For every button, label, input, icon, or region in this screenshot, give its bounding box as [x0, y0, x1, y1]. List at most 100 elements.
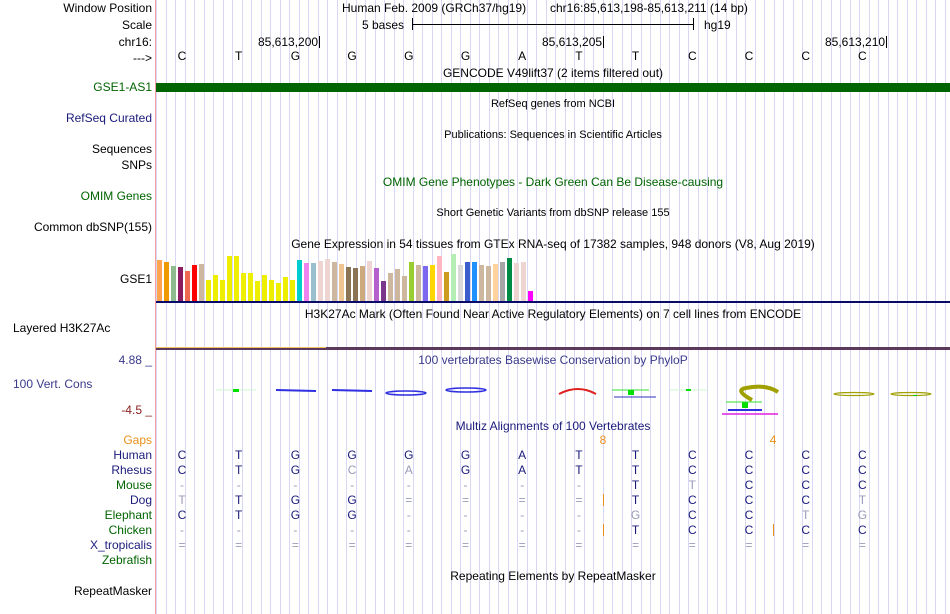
gap-count: 8 — [599, 433, 607, 447]
gtex-tissue-bar[interactable] — [423, 266, 428, 301]
gtex-tissue-bar[interactable] — [255, 281, 260, 301]
gtex-tissue-bar[interactable] — [444, 272, 449, 301]
gtex-tissue-bar[interactable] — [395, 269, 400, 301]
species-label[interactable]: Chicken — [108, 523, 152, 537]
species-label[interactable]: Rhesus — [111, 463, 152, 477]
gtex-tissue-bar[interactable] — [297, 260, 302, 301]
gtex-tissue-bar[interactable] — [318, 261, 323, 301]
gtex-tissue-bar[interactable] — [325, 259, 330, 301]
gtex-tissue-bar[interactable] — [409, 262, 414, 301]
gridline — [337, 0, 338, 614]
track-label-dbsnp[interactable]: Common dbSNP(155) — [33, 220, 152, 234]
alignment-base: G — [290, 493, 301, 507]
gtex-tissue-bar[interactable] — [521, 262, 526, 301]
species-label[interactable]: Mouse — [115, 478, 152, 492]
gtex-tissue-bar[interactable] — [388, 273, 393, 301]
track-label-refseq[interactable]: RefSeq Curated — [65, 111, 152, 125]
gtex-tissue-bar[interactable] — [360, 266, 365, 301]
gene-bar-gse1-as1[interactable] — [156, 83, 950, 92]
track-label-h3k27ac[interactable]: Layered H3K27Ac — [13, 321, 111, 335]
gtex-tissue-bar[interactable] — [493, 264, 498, 301]
alignment-base: - — [180, 523, 184, 537]
gtex-tissue-bar[interactable] — [283, 277, 288, 301]
species-label[interactable]: Elephant — [104, 508, 152, 522]
species-label[interactable]: Human — [113, 448, 152, 462]
base-letter: T — [235, 49, 243, 63]
gtex-tissue-bar[interactable] — [500, 262, 505, 301]
gridline — [612, 0, 613, 614]
gtex-tissue-bar[interactable] — [472, 262, 477, 301]
gtex-tissue-bar[interactable] — [458, 265, 463, 301]
track-label-phylop[interactable]: 100 Vert. Cons — [13, 377, 93, 391]
gtex-tissue-bar[interactable] — [430, 265, 435, 301]
phylop-mark — [628, 390, 634, 395]
gtex-tissue-bar[interactable] — [451, 254, 456, 301]
gtex-tissue-bar[interactable] — [220, 280, 225, 301]
gtex-tissue-bar[interactable] — [290, 280, 295, 301]
alignment-base: - — [406, 508, 411, 522]
dbsnp-title: Short Genetic Variants from dbSNP releas… — [436, 207, 670, 219]
gridline — [356, 0, 357, 614]
gtex-tissue-bar[interactable] — [514, 263, 519, 301]
gtex-tissue-bar[interactable] — [227, 256, 232, 301]
gridline — [802, 0, 803, 614]
gtex-tissue-bar[interactable] — [479, 265, 484, 301]
species-label[interactable]: X_tropicalis — [89, 538, 152, 552]
track-label-gencode[interactable]: GSE1-AS1 — [93, 80, 152, 94]
gtex-tissue-bar[interactable] — [262, 275, 267, 301]
gtex-tissue-bar[interactable] — [192, 265, 197, 301]
gtex-tissue-bar[interactable] — [486, 266, 491, 301]
gtex-tissue-bar[interactable] — [213, 275, 218, 301]
gtex-tissue-bar[interactable] — [269, 280, 274, 301]
gtex-tissue-bar[interactable] — [332, 262, 337, 301]
gtex-tissue-bar[interactable] — [465, 262, 470, 301]
gtex-tissue-bar[interactable] — [157, 260, 162, 301]
gtex-tissue-bar[interactable] — [353, 268, 358, 301]
track-label-snps[interactable]: SNPs — [121, 158, 152, 172]
track-label-repeatmasker[interactable]: RepeatMasker — [73, 584, 152, 598]
gtex-bar-chart[interactable] — [156, 254, 536, 301]
gtex-tissue-bar[interactable] — [507, 258, 512, 301]
gtex-tissue-bar[interactable] — [178, 267, 183, 301]
alignment-base: = — [632, 538, 640, 552]
gtex-tissue-bar[interactable] — [437, 256, 442, 301]
gridline — [631, 0, 632, 614]
track-label-publications[interactable]: Sequences — [91, 142, 152, 156]
gridline — [223, 0, 224, 614]
gtex-tissue-bar[interactable] — [304, 263, 309, 301]
gtex-tissue-bar[interactable] — [206, 280, 211, 301]
gtex-tissue-bar[interactable] — [234, 256, 239, 301]
species-label[interactable]: Zebrafish — [101, 553, 152, 567]
gtex-tissue-bar[interactable] — [185, 271, 190, 301]
alignment-base: G — [347, 448, 357, 462]
gtex-tissue-bar[interactable] — [416, 265, 421, 301]
gtex-tissue-bar[interactable] — [241, 273, 246, 301]
gridline — [669, 0, 670, 614]
track-label-gtex[interactable]: GSE1 — [119, 272, 152, 286]
alignment-base: A — [404, 463, 413, 477]
gtex-tissue-bar[interactable] — [346, 267, 351, 301]
gtex-tissue-bar[interactable] — [171, 266, 176, 301]
gridline — [413, 0, 414, 614]
gtex-tissue-bar[interactable] — [402, 276, 407, 301]
gtex-tissue-bar[interactable] — [311, 263, 316, 301]
gtex-tissue-bar[interactable] — [164, 262, 169, 301]
gtex-tissue-bar[interactable] — [276, 283, 281, 301]
gtex-tissue-bar[interactable] — [367, 261, 372, 301]
alignment-base: C — [744, 508, 754, 522]
gridline — [660, 0, 661, 614]
track-label-omim[interactable]: OMIM Genes — [80, 189, 152, 203]
species-label[interactable]: Dog — [129, 493, 152, 507]
phylop-mark — [890, 391, 932, 397]
gtex-tissue-bar[interactable] — [528, 291, 533, 301]
gtex-tissue-bar[interactable] — [199, 264, 204, 301]
alignment-base: T — [178, 493, 186, 507]
alignment-base: C — [347, 463, 357, 477]
gtex-tissue-bar[interactable] — [339, 264, 344, 301]
gridline — [650, 0, 651, 614]
gridline — [783, 0, 784, 614]
gtex-tissue-bar[interactable] — [248, 273, 253, 301]
track-image[interactable]: Human Feb. 2009 (GRCh37/hg19) chr16:85,6… — [156, 0, 950, 614]
gtex-tissue-bar[interactable] — [381, 281, 386, 301]
gtex-tissue-bar[interactable] — [374, 268, 379, 301]
